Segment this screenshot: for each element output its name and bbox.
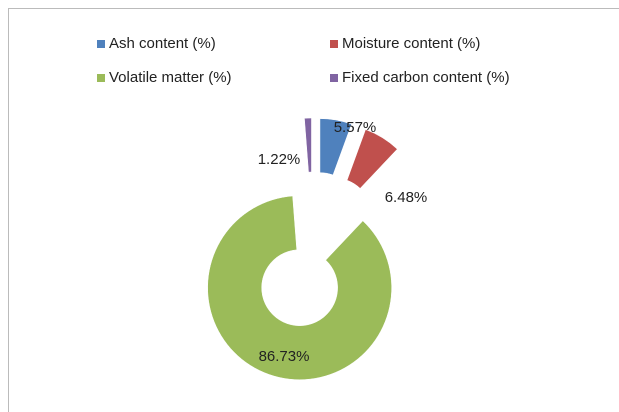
- legend-swatch: [330, 74, 338, 82]
- slice: [346, 129, 398, 189]
- data-label: 1.22%: [258, 151, 301, 168]
- legend-swatch: [97, 40, 105, 48]
- legend-swatch: [97, 74, 105, 82]
- legend-label: Ash content (%): [109, 35, 216, 52]
- legend-label: Volatile matter (%): [109, 69, 232, 86]
- legend-label: Fixed carbon content (%): [342, 69, 510, 86]
- data-label: 86.73%: [259, 348, 310, 365]
- slice: [319, 118, 352, 176]
- legend-label: Moisture content (%): [342, 35, 480, 52]
- slice: [304, 117, 312, 173]
- data-label: 6.48%: [385, 189, 428, 206]
- legend-swatch: [330, 40, 338, 48]
